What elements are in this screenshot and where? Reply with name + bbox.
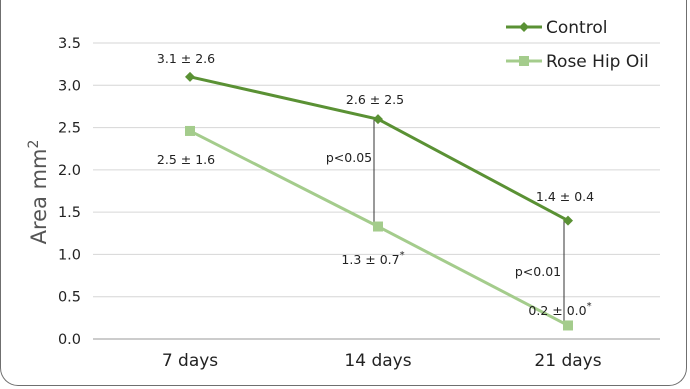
y-axis-label-superscript: 2: [26, 140, 42, 149]
data-point: [373, 114, 383, 125]
data-label: 2.5 ± 1.6: [157, 152, 215, 167]
x-tick-label: 14 days: [344, 351, 411, 371]
data-label: 0.2 ± 0.0*: [528, 301, 591, 318]
legend-label: Rose Hip Oil: [546, 52, 649, 72]
y-tick-label: 0.5: [58, 290, 81, 306]
data-point: [563, 320, 573, 331]
legend: Control Rose Hip Oil: [506, 18, 649, 72]
data-point: [373, 221, 383, 232]
y-tick-label: 3.5: [58, 36, 81, 52]
data-label: 1.4 ± 0.4: [536, 189, 594, 204]
y-axis-label-text: Area mm: [27, 149, 51, 245]
x-tick-label: 7 days: [162, 351, 218, 371]
data-label: 2.6 ± 2.5: [346, 92, 404, 107]
data-point: [185, 71, 195, 82]
data-label: 1.3 ± 0.7*: [341, 250, 404, 267]
p-value-label: p<0.05: [326, 150, 372, 165]
y-tick-label: 2.5: [58, 121, 81, 137]
legend-label: Control: [546, 18, 607, 38]
y-tick-label: 1.5: [58, 205, 81, 221]
data-label: 3.1 ± 2.6: [157, 51, 215, 66]
significance-lines: [373, 119, 565, 326]
x-tick-label: 21 days: [534, 351, 601, 371]
data-labels: 3.1 ± 2.6 2.6 ± 2.5 1.4 ± 0.4 2.5 ± 1.6 1.3 …: [157, 51, 594, 318]
legend-marker: [519, 22, 529, 32]
p-value-label: p<0.01: [515, 264, 561, 279]
series-lines: [185, 71, 573, 331]
y-tick-label: 3.0: [58, 78, 81, 94]
y-tick-labels: 0.0 0.5 1.0 1.5 2.0 2.5 3.0 3.5: [58, 36, 81, 348]
y-tick-label: 1.0: [58, 247, 81, 263]
p-value-annotations: p<0.05 p<0.01: [326, 150, 561, 279]
legend-marker: [519, 56, 529, 66]
y-tick-label: 2.0: [58, 163, 81, 179]
data-point: [185, 125, 195, 136]
y-tick-label: 0.0: [58, 332, 81, 348]
y-axis-label: Area mm2: [26, 140, 51, 245]
x-tick-labels: 7 days 14 days 21 days: [162, 351, 602, 371]
data-point: [563, 215, 573, 226]
